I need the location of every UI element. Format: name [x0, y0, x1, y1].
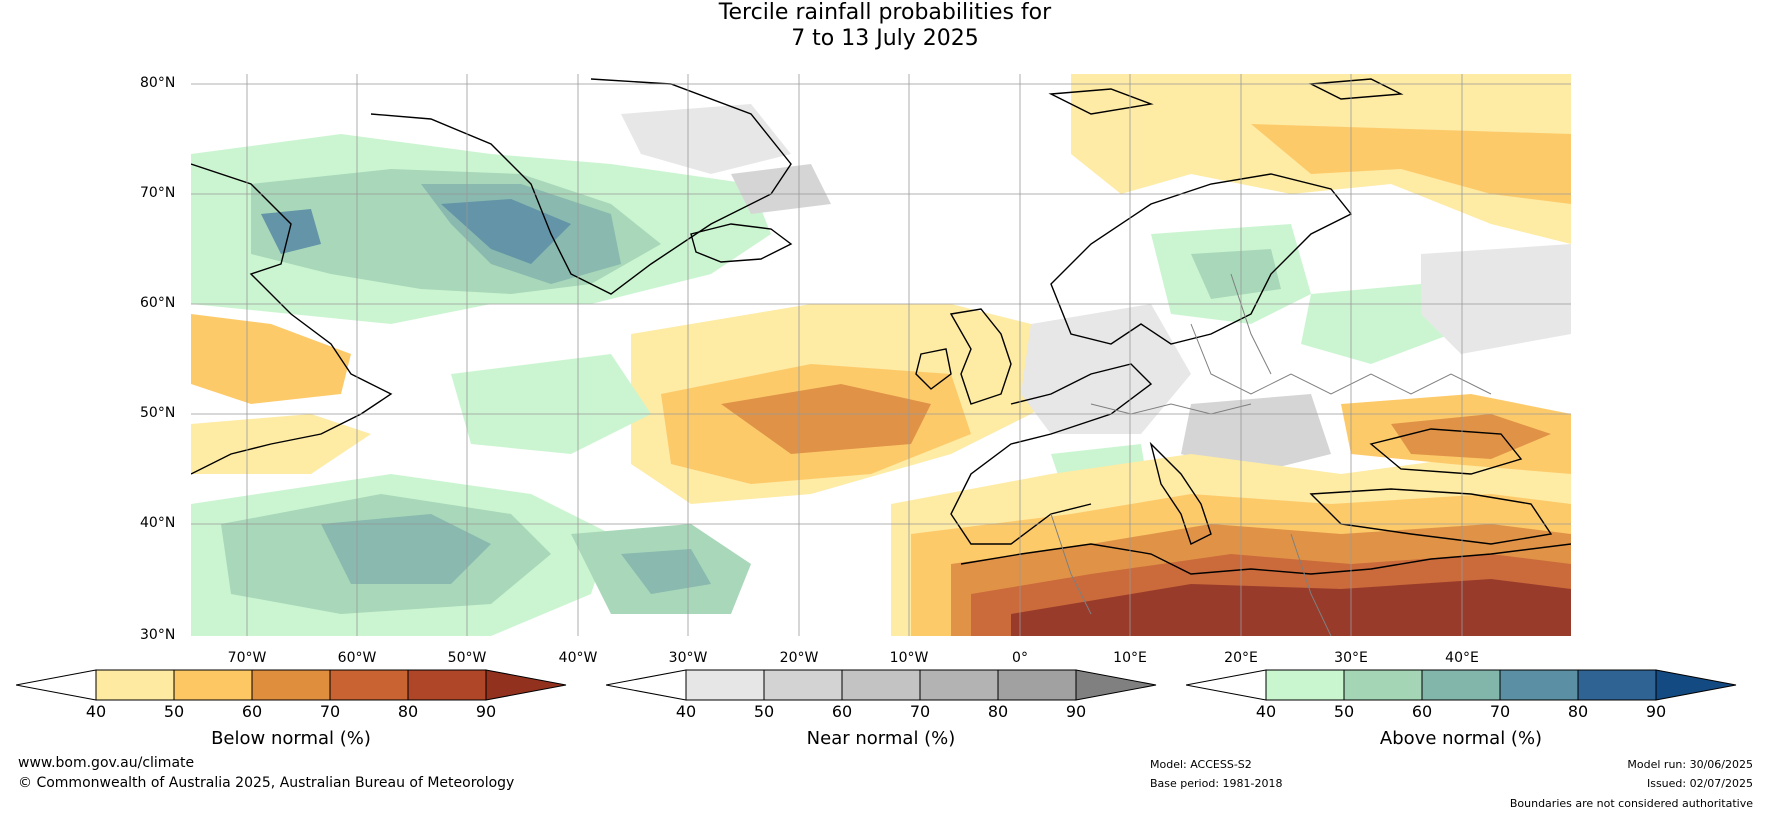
lon-label-20e: 20°E: [1224, 650, 1258, 666]
lat-label-60n: 60°N: [140, 295, 176, 311]
footer-model: Model: ACCESS-S2: [1150, 758, 1252, 771]
footer-issued: Issued: 02/07/2025: [1646, 777, 1753, 790]
colorbar-near-swatch-3: [841, 669, 921, 701]
colorbar-near-swatch-1: [685, 669, 765, 701]
map-title: Tercile rainfall probabilities for 7 to …: [0, 0, 1770, 52]
colorbar-below-tick: 40: [85, 702, 107, 721]
footer-disclaimer: Boundaries are not considered authoritat…: [1509, 797, 1753, 810]
title-line-1: Tercile rainfall probabilities for: [718, 0, 1052, 25]
footer-copyright: © Commonwealth of Australia 2025, Austra…: [18, 775, 515, 791]
lon-label-40w: 40°W: [558, 650, 598, 666]
colorbar-above-swatch-6: [1655, 669, 1737, 701]
lat-label-70n: 70°N: [140, 185, 176, 201]
colorbar-above-tick: 90: [1645, 702, 1667, 721]
colorbar-near-tick: 60: [831, 702, 853, 721]
colorbar-above-swatch-2: [1343, 669, 1423, 701]
footer-base-period: Base period: 1981-2018: [1150, 777, 1283, 790]
lon-label-20w: 20°W: [779, 650, 819, 666]
map-svg: [191, 74, 1571, 636]
colorbar-near-tick: 90: [1065, 702, 1087, 721]
colorbar-below-swatch-1: [95, 669, 175, 701]
title-line-2: 7 to 13 July 2025: [791, 26, 979, 51]
colorbar-above-tick: 50: [1333, 702, 1355, 721]
colorbar-below-swatch-6: [485, 669, 567, 701]
lon-label-10e: 10°E: [1113, 650, 1147, 666]
colorbar-near-normal: [606, 669, 1157, 701]
colorbar-below-tick: 70: [319, 702, 341, 721]
colorbar-below-tick: 90: [475, 702, 497, 721]
colorbar-near-title: Near normal (%): [806, 728, 956, 749]
colorbar-below-tick: 50: [163, 702, 185, 721]
graticule: [191, 74, 1571, 636]
colorbar-above-normal: [1186, 669, 1737, 701]
colorbar-near-swatch-6: [1075, 669, 1157, 701]
colorbar-below-title: Below normal (%): [211, 728, 371, 749]
colorbar-near-swatch-4: [919, 669, 999, 701]
colorbar-near-tick: 70: [909, 702, 931, 721]
lon-label-50w: 50°W: [447, 650, 487, 666]
colorbar-below-normal: [16, 669, 567, 701]
lat-label-80n: 80°N: [140, 75, 176, 91]
colorbar-above-swatch-0: [1186, 669, 1267, 701]
colorbar-below-swatch-4: [329, 669, 409, 701]
colorbar-above-tick: 80: [1567, 702, 1589, 721]
lat-label-30n: 30°N: [140, 627, 176, 643]
colorbar-near-swatch-5: [997, 669, 1077, 701]
colorbar-above-swatch-4: [1499, 669, 1579, 701]
country-borders: [1050, 273, 1492, 636]
colorbar-above-swatch-5: [1577, 669, 1657, 701]
lon-label-30e: 30°E: [1334, 650, 1368, 666]
lon-label-60w: 60°W: [337, 650, 377, 666]
colorbar-above-tick: 70: [1489, 702, 1511, 721]
lon-label-0: 0°: [1012, 650, 1028, 666]
lat-label-40n: 40°N: [140, 515, 176, 531]
probability-shading: [191, 74, 1571, 636]
colorbar-above-swatch-3: [1421, 669, 1501, 701]
footer-website: www.bom.gov.au/climate: [18, 755, 195, 771]
colorbar-below-tick: 80: [397, 702, 419, 721]
colorbar-below-tick: 60: [241, 702, 263, 721]
colorbar-near-tick: 80: [987, 702, 1009, 721]
colorbar-below-swatch-3: [251, 669, 331, 701]
coastlines: [191, 78, 1571, 575]
colorbar-below-swatch-2: [173, 669, 253, 701]
lon-label-10w: 10°W: [889, 650, 929, 666]
colorbar-above-title: Above normal (%): [1379, 728, 1543, 749]
rainfall-probability-map: [191, 74, 1571, 636]
lon-label-40e: 40°E: [1445, 650, 1479, 666]
colorbar-above-swatch-1: [1265, 669, 1345, 701]
footer-model-run: Model run: 30/06/2025: [1627, 758, 1753, 771]
colorbar-near-tick: 40: [675, 702, 697, 721]
lon-label-70w: 70°W: [227, 650, 267, 666]
colorbar-near-tick: 50: [753, 702, 775, 721]
colorbar-below-swatch-0: [16, 669, 97, 701]
colorbar-above-tick: 60: [1411, 702, 1433, 721]
lat-label-50n: 50°N: [140, 405, 176, 421]
colorbar-above-tick: 40: [1255, 702, 1277, 721]
colorbar-below-swatch-5: [407, 669, 487, 701]
colorbar-near-swatch-2: [763, 669, 843, 701]
colorbar-near-swatch-0: [606, 669, 687, 701]
lon-label-30w: 30°W: [668, 650, 708, 666]
